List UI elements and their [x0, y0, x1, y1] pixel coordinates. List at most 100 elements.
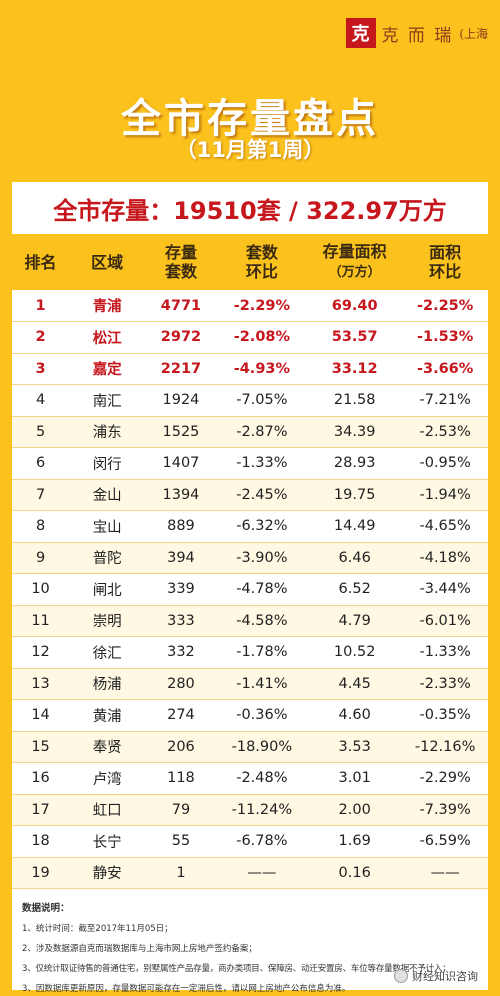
cell-district: 卢湾	[69, 762, 146, 795]
note-line: 1、统计时间：截至2017年11月05日；	[22, 924, 173, 934]
table-row: 15 奉贤 206 -18.90% 3.53 -12.16%	[12, 731, 488, 763]
cell-units-change: -6.78%	[216, 825, 308, 858]
cell-stock-units: 55	[145, 825, 217, 858]
cell-stock-units: 280	[145, 668, 217, 700]
cell-district: 松江	[69, 321, 146, 354]
cell-rank: 14	[12, 699, 70, 732]
cell-units-change: -0.36%	[216, 699, 308, 732]
cell-units-change: -4.93%	[216, 353, 308, 385]
cell-units-change: -6.32%	[216, 510, 308, 543]
cell-district: 徐汇	[69, 636, 146, 669]
cell-units-change: -2.29%	[216, 290, 308, 322]
table-row: 10 闸北 339 -4.78% 6.52 -3.44%	[12, 573, 488, 606]
cell-area-change: -2.53%	[402, 416, 488, 448]
cell-stock-area: 6.46	[307, 542, 403, 574]
cell-stock-area: 53.57	[307, 321, 403, 354]
cell-stock-units: 394	[145, 542, 217, 574]
cell-rank: 8	[12, 510, 70, 543]
cell-rank: 17	[12, 794, 70, 826]
cell-rank: 1	[12, 290, 70, 322]
cell-stock-units: 79	[145, 794, 217, 826]
cell-stock-units: 1407	[145, 447, 217, 480]
total-inventory-summary: 全市存量：19510套 / 322.97万方	[53, 196, 447, 225]
inventory-table: 排名 区域 存量 套数 套数 环比 存量面积 （万方） 面积 环比 1 青浦 4771 -2.…	[12, 234, 488, 889]
cell-stock-units: 1394	[145, 479, 217, 511]
table-row: 12 徐汇 332 -1.78% 10.52 -1.33%	[12, 636, 488, 669]
watermark: 财经知识咨询	[394, 968, 478, 984]
cell-area-change: -4.65%	[402, 510, 488, 543]
cell-stock-area: 33.12	[307, 353, 403, 385]
cell-area-change: -1.33%	[402, 636, 488, 669]
table-row: 6 闵行 1407 -1.33% 28.93 -0.95%	[12, 447, 488, 480]
cell-units-change: -3.90%	[216, 542, 308, 574]
table-row: 1 青浦 4771 -2.29% 69.40 -2.25%	[12, 290, 488, 322]
cell-area-change: -2.29%	[402, 762, 488, 795]
cell-area-change: -3.66%	[402, 353, 488, 385]
cell-stock-area: 1.69	[307, 825, 403, 858]
table-row: 9 普陀 394 -3.90% 6.46 -4.18%	[12, 542, 488, 574]
cell-area-change: -2.33%	[402, 668, 488, 700]
cell-area-change: -0.95%	[402, 447, 488, 480]
cell-district: 浦东	[69, 416, 146, 448]
cell-rank: 15	[12, 731, 70, 763]
header-stock-units: 存量 套数	[145, 234, 217, 290]
cell-rank: 3	[12, 353, 70, 385]
cell-rank: 2	[12, 321, 70, 354]
note-line: 2、涉及数据源自克而瑞数据库与上海市网上房地产签约备案；	[22, 944, 257, 954]
table-row: 11 崇明 333 -4.58% 4.79 -6.01%	[12, 605, 488, 637]
cell-units-change: ——	[216, 857, 308, 889]
cell-stock-area: 28.93	[307, 447, 403, 480]
cell-rank: 6	[12, 447, 70, 480]
table-row: 19 静安 1 —— 0.16 ——	[12, 857, 488, 889]
cell-area-change: -3.44%	[402, 573, 488, 606]
cell-area-change: -7.21%	[402, 384, 488, 417]
cell-district: 黄浦	[69, 699, 146, 732]
cell-stock-area: 21.58	[307, 384, 403, 417]
table-row: 7 金山 1394 -2.45% 19.75 -1.94%	[12, 479, 488, 511]
table-row: 17 虹口 79 -11.24% 2.00 -7.39%	[12, 794, 488, 826]
cell-district: 闵行	[69, 447, 146, 480]
cell-district: 宝山	[69, 510, 146, 543]
cell-area-change: -6.59%	[402, 825, 488, 858]
cell-stock-units: 1525	[145, 416, 217, 448]
cell-district: 长宁	[69, 825, 146, 858]
header-units-change: 套数 环比	[216, 234, 308, 290]
cell-units-change: -4.78%	[216, 573, 308, 606]
cell-area-change: -1.94%	[402, 479, 488, 511]
cell-stock-area: 0.16	[307, 857, 403, 889]
cell-district: 普陀	[69, 542, 146, 574]
cell-stock-area: 4.45	[307, 668, 403, 700]
watermark-text: 财经知识咨询	[412, 970, 478, 983]
note-line: 3、因数据库更新原因，存量数据可能存在一定滞后性，请以网上房地产公布信息为准。	[22, 984, 351, 994]
cell-rank: 10	[12, 573, 70, 606]
cell-stock-area: 4.79	[307, 605, 403, 637]
cell-area-change: -12.16%	[402, 731, 488, 763]
brand-logo: 克 克 而 瑞 (上海	[345, 16, 488, 50]
cell-units-change: -1.41%	[216, 668, 308, 700]
cell-rank: 9	[12, 542, 70, 574]
cell-stock-area: 34.39	[307, 416, 403, 448]
cell-area-change: -7.39%	[402, 794, 488, 826]
cell-district: 崇明	[69, 605, 146, 637]
brand-name: 克 而 瑞	[381, 25, 454, 46]
cell-rank: 19	[12, 857, 70, 889]
cell-units-change: -2.08%	[216, 321, 308, 354]
table-row: 13 杨浦 280 -1.41% 4.45 -2.33%	[12, 668, 488, 700]
cell-rank: 18	[12, 825, 70, 858]
cell-stock-units: 332	[145, 636, 217, 669]
cell-district: 嘉定	[69, 353, 146, 385]
cell-district: 静安	[69, 857, 146, 889]
table-row: 5 浦东 1525 -2.87% 34.39 -2.53%	[12, 416, 488, 448]
cell-units-change: -1.33%	[216, 447, 308, 480]
cell-district: 青浦	[69, 290, 146, 322]
cell-stock-area: 4.60	[307, 699, 403, 732]
cell-units-change: -2.48%	[216, 762, 308, 795]
cell-units-change: -18.90%	[216, 731, 308, 763]
note-line: 3、仅统计取证待售的普通住宅，别墅属性产品存量，商办类项目、保障房、动迁安置房、…	[22, 964, 451, 974]
cell-area-change: -2.25%	[402, 290, 488, 322]
cell-units-change: -4.58%	[216, 605, 308, 637]
table-row: 14 黄浦 274 -0.36% 4.60 -0.35%	[12, 699, 488, 732]
table-header-row: 排名 区域 存量 套数 套数 环比 存量面积 （万方） 面积 环比	[12, 234, 488, 290]
cell-units-change: -2.45%	[216, 479, 308, 511]
notes-title: 数据说明：	[22, 903, 70, 914]
